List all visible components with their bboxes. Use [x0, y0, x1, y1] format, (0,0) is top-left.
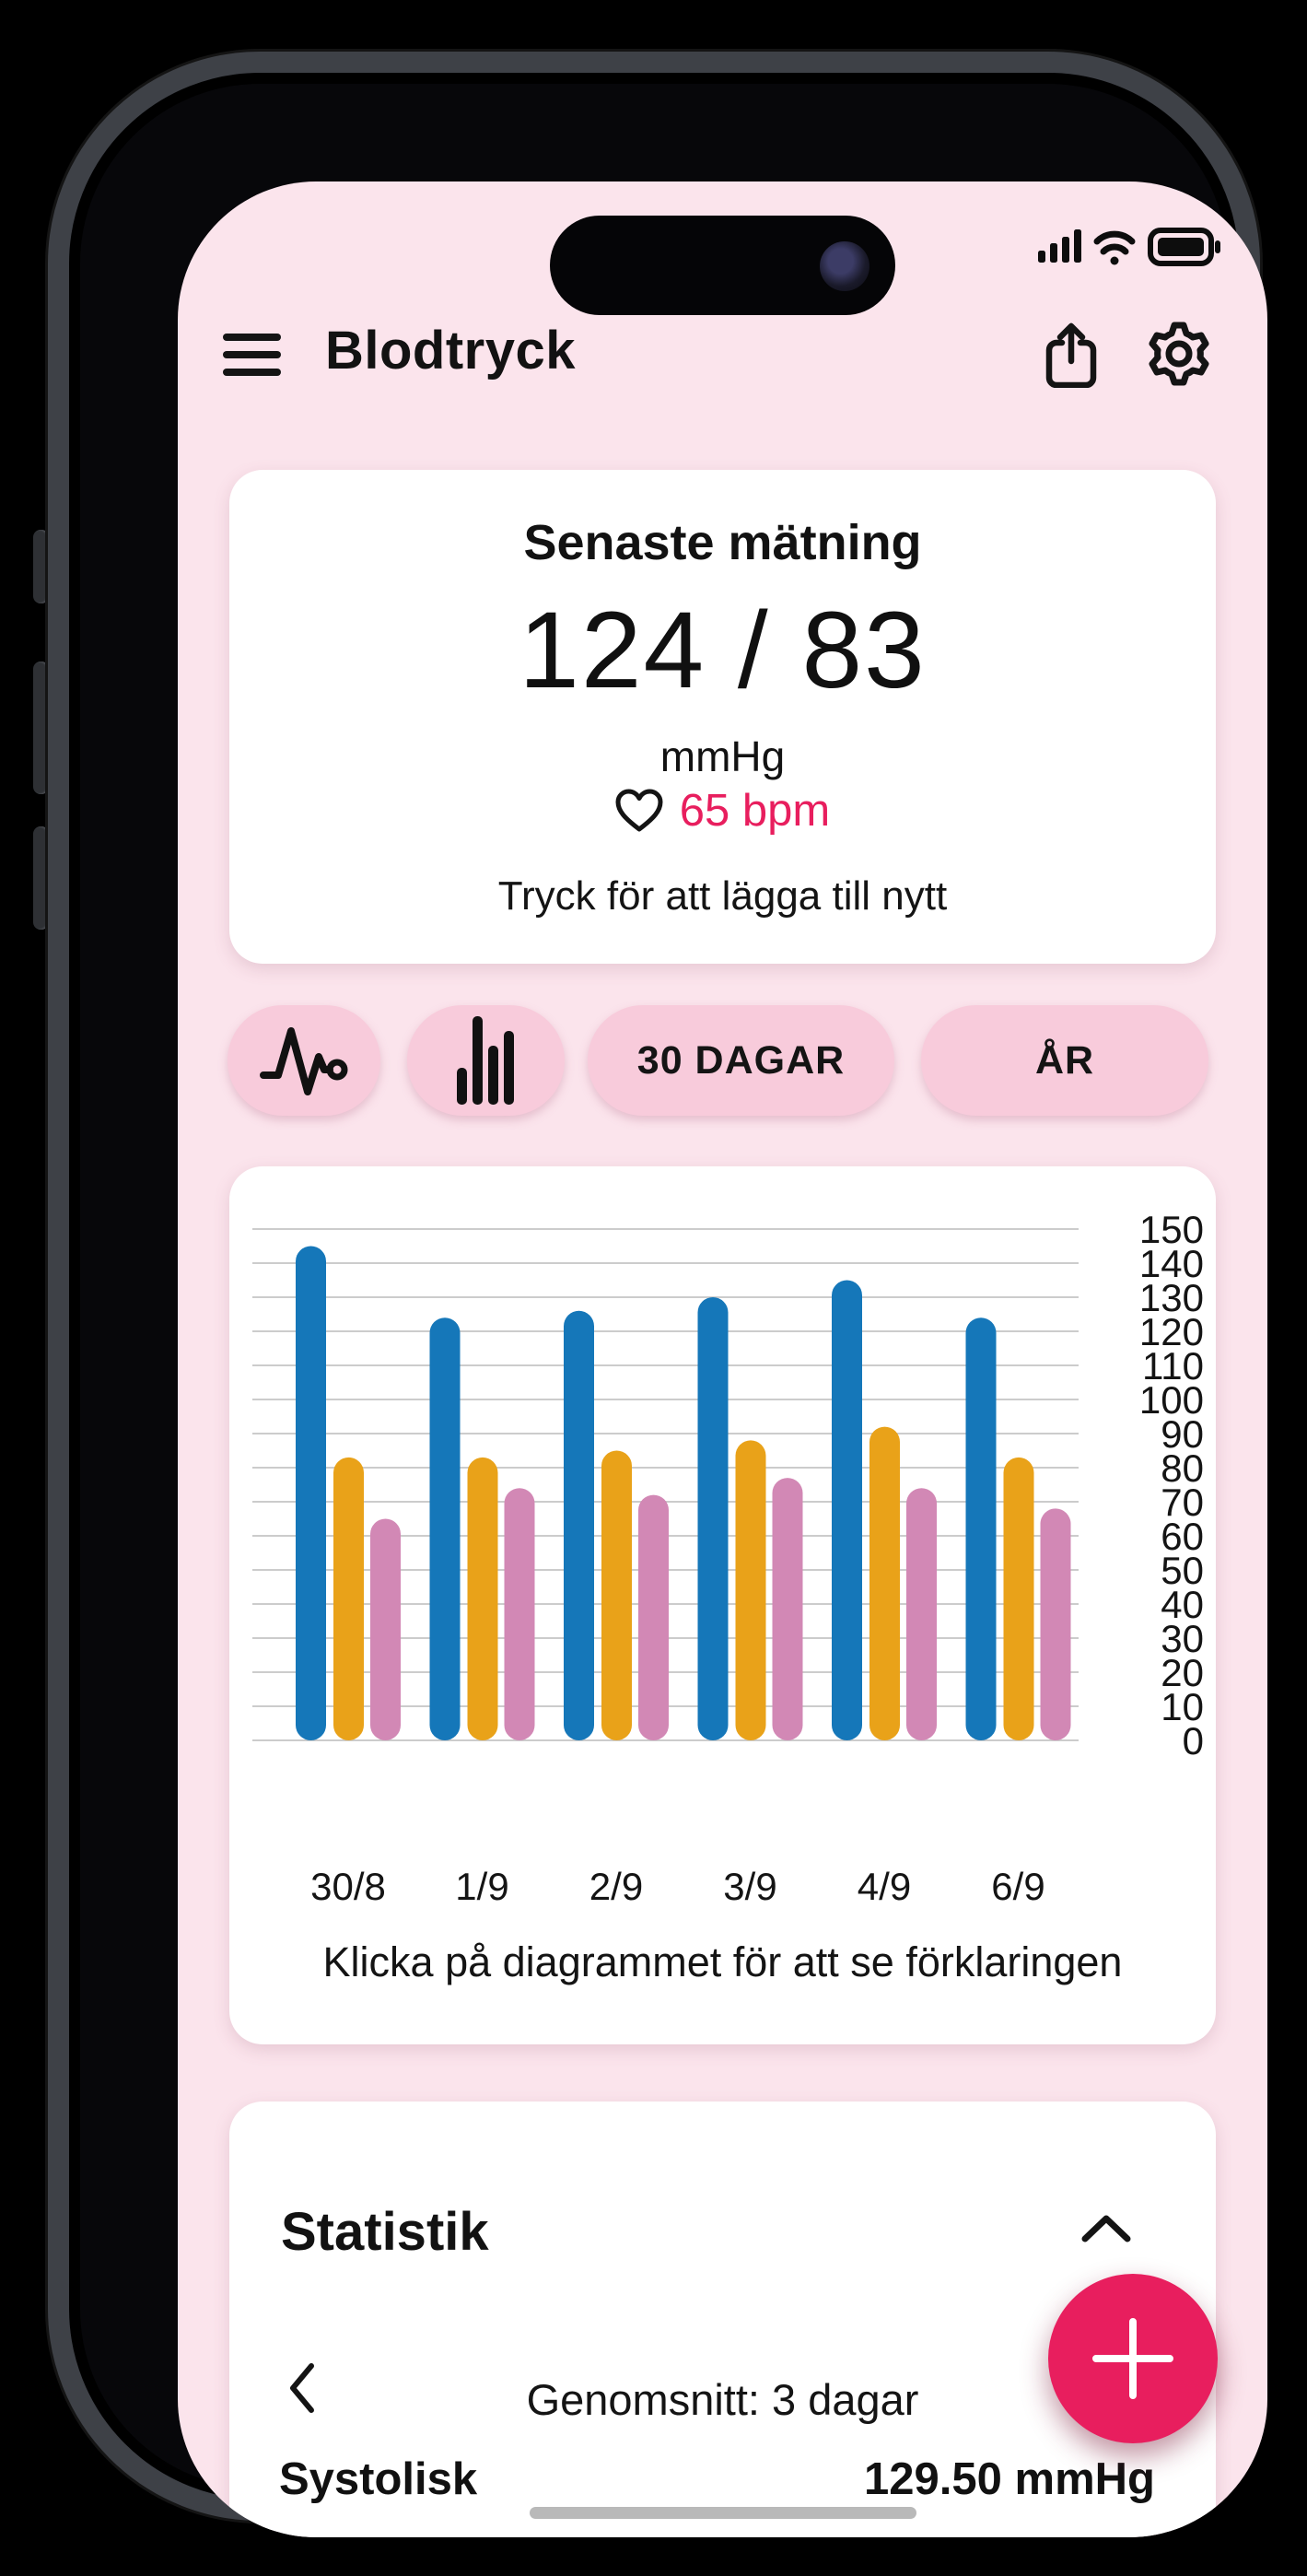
svg-text:70: 70 [1161, 1481, 1204, 1524]
statistics-card: Statistik Genomsnitt: 3 dagar Systolisk … [229, 2102, 1216, 2537]
settings-button[interactable] [1146, 320, 1212, 388]
phone-frame: Blodtryck Senaste mätning 124 / 83 [48, 52, 1267, 2537]
home-indicator[interactable] [529, 2507, 916, 2519]
battery-icon [1148, 228, 1220, 266]
chevron-left-icon [290, 2362, 314, 2413]
heart-icon [615, 789, 663, 832]
stat-label: Systolisk [279, 2454, 478, 2504]
phone-screen: Blodtryck Senaste mätning 124 / 83 [178, 181, 1267, 2537]
volume-down-button [33, 826, 49, 930]
stat-row-systolic: Systolisk 129.50 mmHg [279, 2453, 1155, 2505]
pulse-value: 65 bpm [679, 786, 831, 836]
chevron-up-icon [1081, 2215, 1131, 2242]
add-measurement-fab[interactable] [1048, 2274, 1218, 2443]
svg-text:60: 60 [1161, 1515, 1204, 1558]
pulse-waveform-icon [260, 1027, 348, 1095]
svg-text:10: 10 [1161, 1685, 1204, 1728]
svg-text:130: 130 [1139, 1276, 1204, 1319]
svg-text:6/9: 6/9 [991, 1865, 1044, 1908]
previous-period-button[interactable] [274, 2356, 329, 2422]
chip-year[interactable]: ÅR [921, 1005, 1208, 1116]
add-new-hint: Tryck för att lägga till nytt [497, 873, 948, 919]
svg-text:0: 0 [1183, 1719, 1204, 1762]
svg-text:120: 120 [1139, 1310, 1204, 1353]
latest-measurement-card[interactable]: Senaste mätning 124 / 83 mmHg 65 bpm Try… [229, 470, 1216, 964]
wifi-icon [1093, 230, 1136, 265]
menu-button[interactable] [223, 332, 281, 377]
chip-bar-chart-view[interactable] [407, 1005, 565, 1116]
svg-text:20: 20 [1161, 1651, 1204, 1694]
plus-icon [1092, 2318, 1173, 2399]
reading-unit: mmHg [659, 732, 786, 780]
front-camera [820, 241, 869, 291]
svg-text:80: 80 [1161, 1446, 1204, 1490]
svg-text:100: 100 [1139, 1378, 1204, 1422]
svg-text:30: 30 [1161, 1617, 1204, 1660]
latest-card-title: Senaste mätning [523, 515, 922, 570]
share-icon [1045, 322, 1097, 389]
chart-card: 0 10 20 30 40 50 60 70 80 90 100 110 120 130 140 150 30/… [229, 1166, 1216, 2044]
stat-value: 129.50 mmHg [864, 2454, 1155, 2504]
blood-pressure-reading: 124 / 83 [519, 590, 927, 711]
chip-30-days-label: 30 DAGAR [636, 1037, 846, 1083]
chip-30-days[interactable]: 30 DAGAR [588, 1005, 894, 1116]
collapse-statistics-button[interactable] [1073, 2199, 1139, 2258]
svg-text:2/9: 2/9 [589, 1865, 643, 1908]
cellular-signal-icon [1038, 229, 1081, 263]
svg-text:30/8: 30/8 [310, 1865, 386, 1908]
chip-pulse-view[interactable] [228, 1005, 380, 1116]
svg-text:40: 40 [1161, 1583, 1204, 1626]
statistics-period-label: Genomsnitt: 3 dagar [526, 2375, 919, 2424]
volume-up-button [33, 662, 49, 794]
action-button [33, 530, 49, 603]
svg-text:1/9: 1/9 [455, 1865, 508, 1908]
svg-text:150: 150 [1139, 1208, 1204, 1251]
chip-year-label: ÅR [1034, 1037, 1095, 1083]
svg-text:3/9: 3/9 [723, 1865, 776, 1908]
svg-text:90: 90 [1161, 1412, 1204, 1456]
svg-text:110: 110 [1142, 1344, 1204, 1388]
status-bar [1038, 228, 1220, 266]
pulse-row: 65 bpm [229, 785, 1216, 837]
svg-text:4/9: 4/9 [858, 1865, 911, 1908]
svg-text:140: 140 [1139, 1242, 1204, 1285]
svg-text:50: 50 [1161, 1549, 1204, 1592]
statistics-title: Statistik [281, 2202, 489, 2262]
hamburger-icon [223, 334, 281, 341]
page-title: Blodtryck [325, 321, 577, 381]
dynamic-island [550, 216, 895, 315]
share-button[interactable] [1044, 320, 1098, 389]
gear-icon [1149, 322, 1209, 386]
bar-chart-icon [456, 1016, 514, 1105]
chart-caption: Klicka på diagrammet för att se förklari… [322, 1938, 1123, 1985]
